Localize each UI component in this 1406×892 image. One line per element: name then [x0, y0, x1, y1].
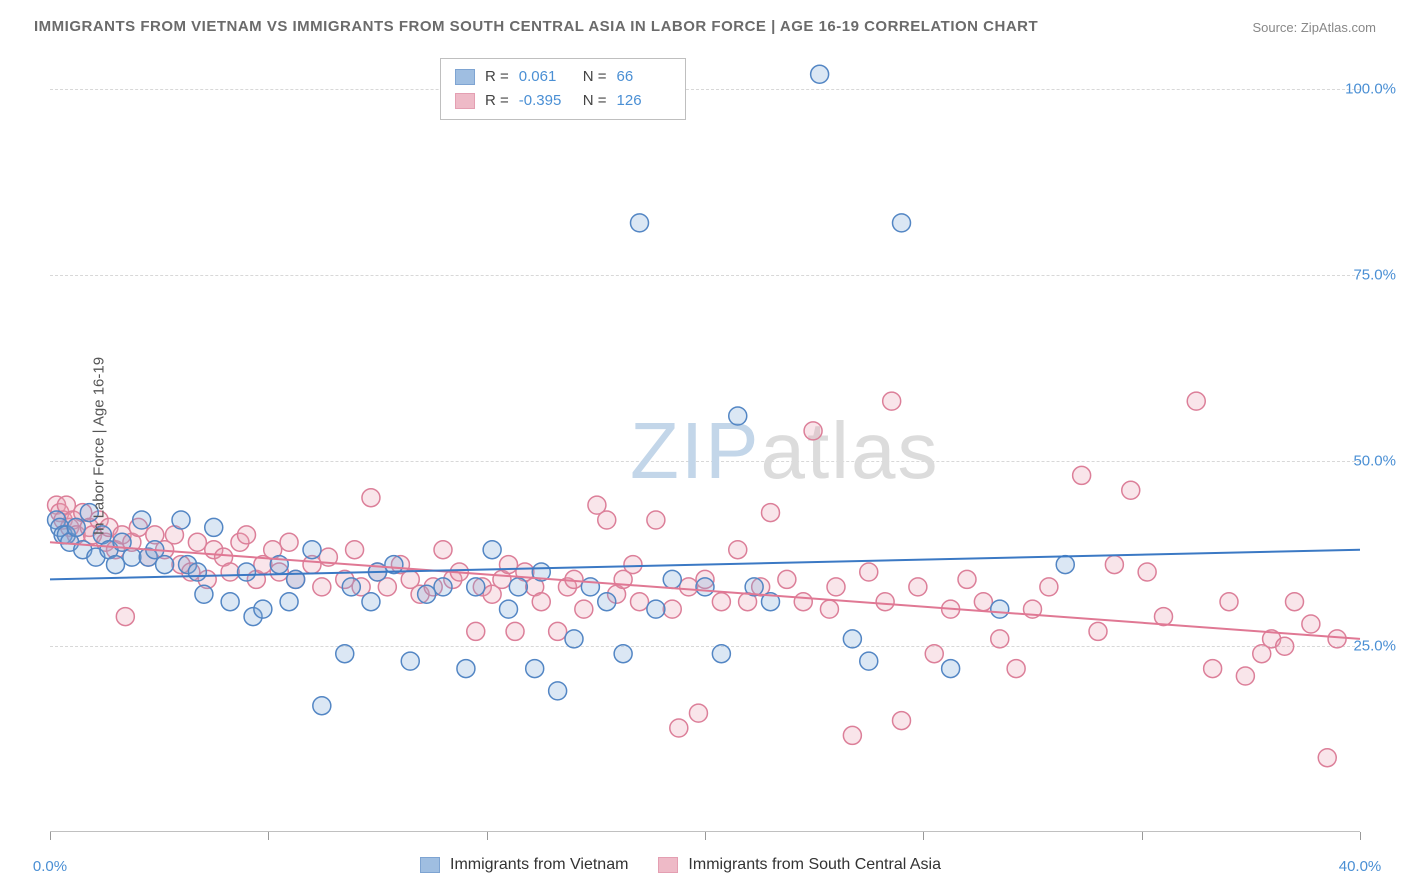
x-tick-label: 0.0% [33, 858, 67, 875]
legend-swatch-vietnam [420, 857, 440, 873]
r-value-sca: -0.395 [519, 89, 573, 113]
n-label: N = [583, 89, 607, 113]
legend-label-vietnam: Immigrants from Vietnam [450, 856, 628, 874]
source-attribution: Source: ZipAtlas.com [1252, 20, 1376, 35]
plot-area [50, 52, 1360, 832]
x-tick [705, 832, 706, 840]
n-value-vietnam: 66 [617, 65, 671, 89]
legend-row-sca: R = -0.395 N = 126 [455, 89, 671, 113]
legend-swatch-vietnam [455, 69, 475, 85]
r-value-vietnam: 0.061 [519, 65, 573, 89]
legend-row-vietnam: R = 0.061 N = 66 [455, 65, 671, 89]
correlation-legend: R = 0.061 N = 66 R = -0.395 N = 126 [440, 58, 686, 120]
x-tick [487, 832, 488, 840]
n-value-sca: 126 [617, 89, 671, 113]
y-axis-label: In Labor Force | Age 16-19 [91, 357, 108, 535]
legend-label-sca: Immigrants from South Central Asia [688, 856, 941, 874]
x-tick [50, 832, 51, 840]
chart-title: IMMIGRANTS FROM VIETNAM VS IMMIGRANTS FR… [34, 18, 1038, 35]
y-tick-label: 25.0% [1353, 638, 1396, 655]
x-tick [1142, 832, 1143, 840]
y-tick-label: 100.0% [1345, 81, 1396, 98]
legend-item-vietnam: Immigrants from Vietnam [420, 856, 628, 874]
x-tick [1360, 832, 1361, 840]
n-label: N = [583, 65, 607, 89]
y-tick-label: 75.0% [1353, 266, 1396, 283]
x-tick [268, 832, 269, 840]
legend-swatch-sca [455, 93, 475, 109]
y-tick-label: 50.0% [1353, 452, 1396, 469]
x-tick [923, 832, 924, 840]
legend-swatch-sca [658, 857, 678, 873]
r-label: R = [485, 89, 509, 113]
x-tick-label: 40.0% [1339, 858, 1382, 875]
series-legend: Immigrants from Vietnam Immigrants from … [420, 856, 941, 874]
r-label: R = [485, 65, 509, 89]
legend-item-sca: Immigrants from South Central Asia [658, 856, 941, 874]
